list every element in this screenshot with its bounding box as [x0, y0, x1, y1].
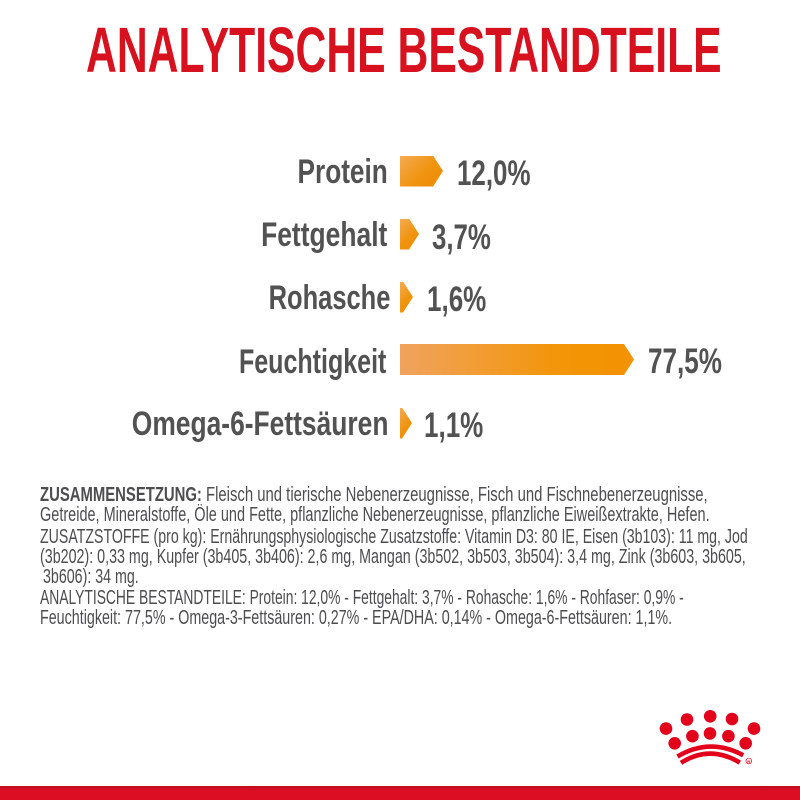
svg-text:R: R: [747, 759, 750, 764]
